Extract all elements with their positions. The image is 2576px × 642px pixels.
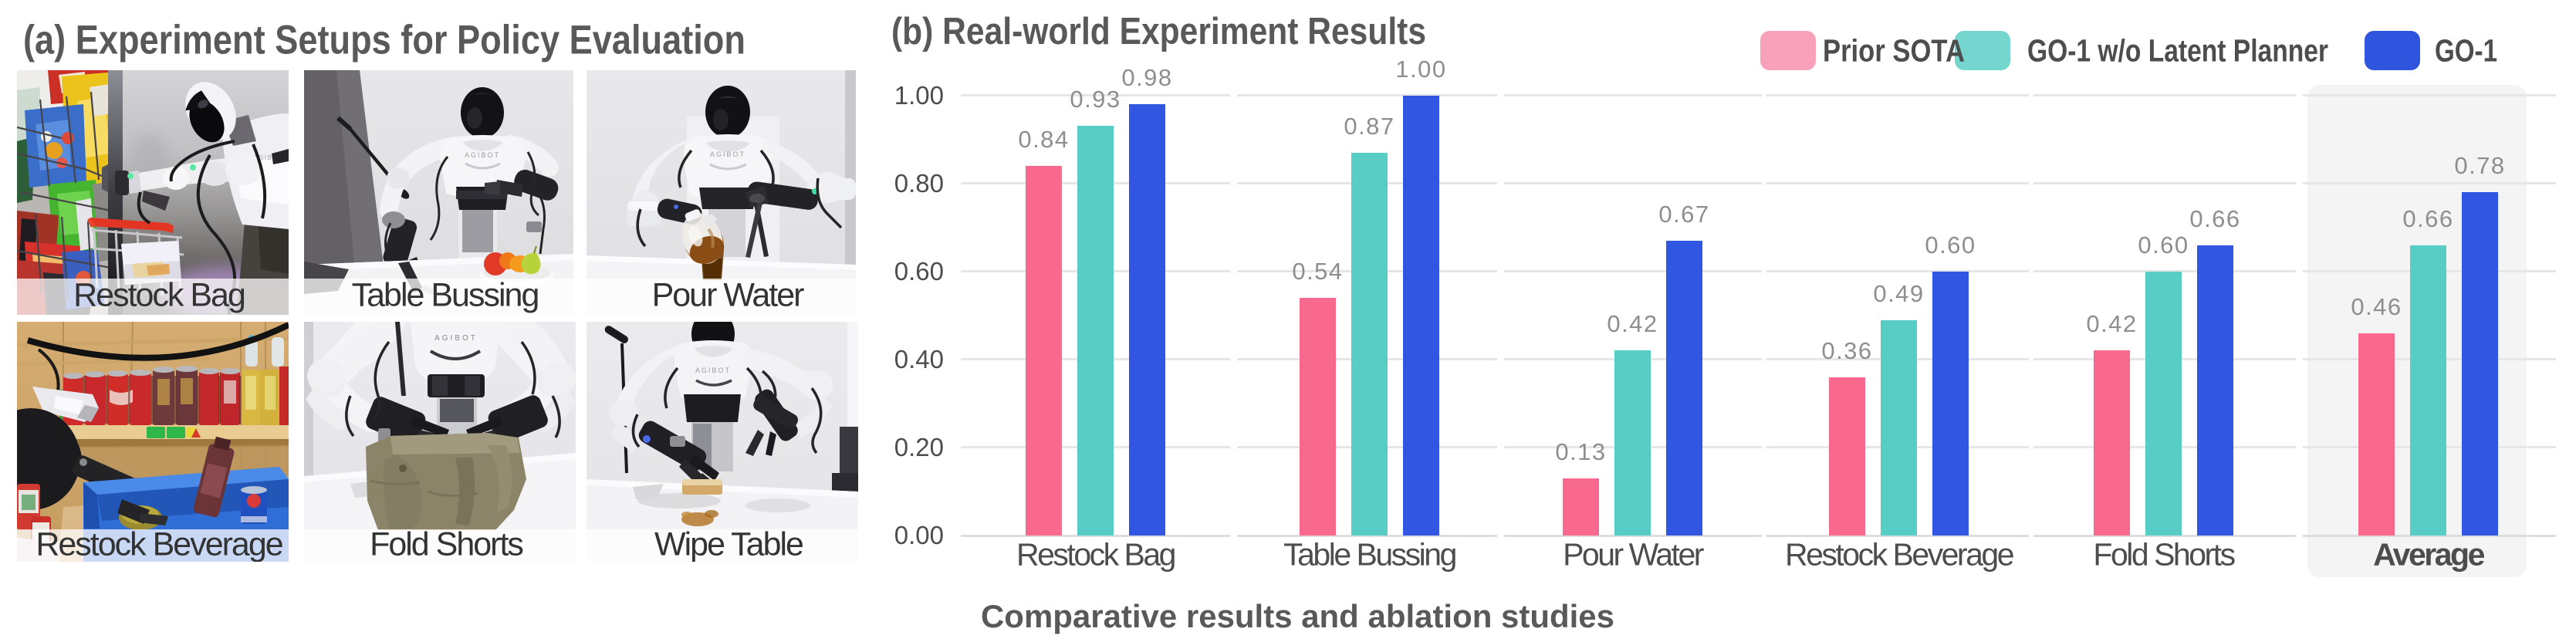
svg-text:AGIBOT: AGIBOT xyxy=(465,151,500,159)
svg-text:AGIBOT: AGIBOT xyxy=(434,334,478,343)
svg-text:AGIBOT: AGIBOT xyxy=(253,154,283,161)
svg-text:AGIBOT: AGIBOT xyxy=(695,367,731,374)
svg-text:AGIBOT: AGIBOT xyxy=(710,150,745,158)
